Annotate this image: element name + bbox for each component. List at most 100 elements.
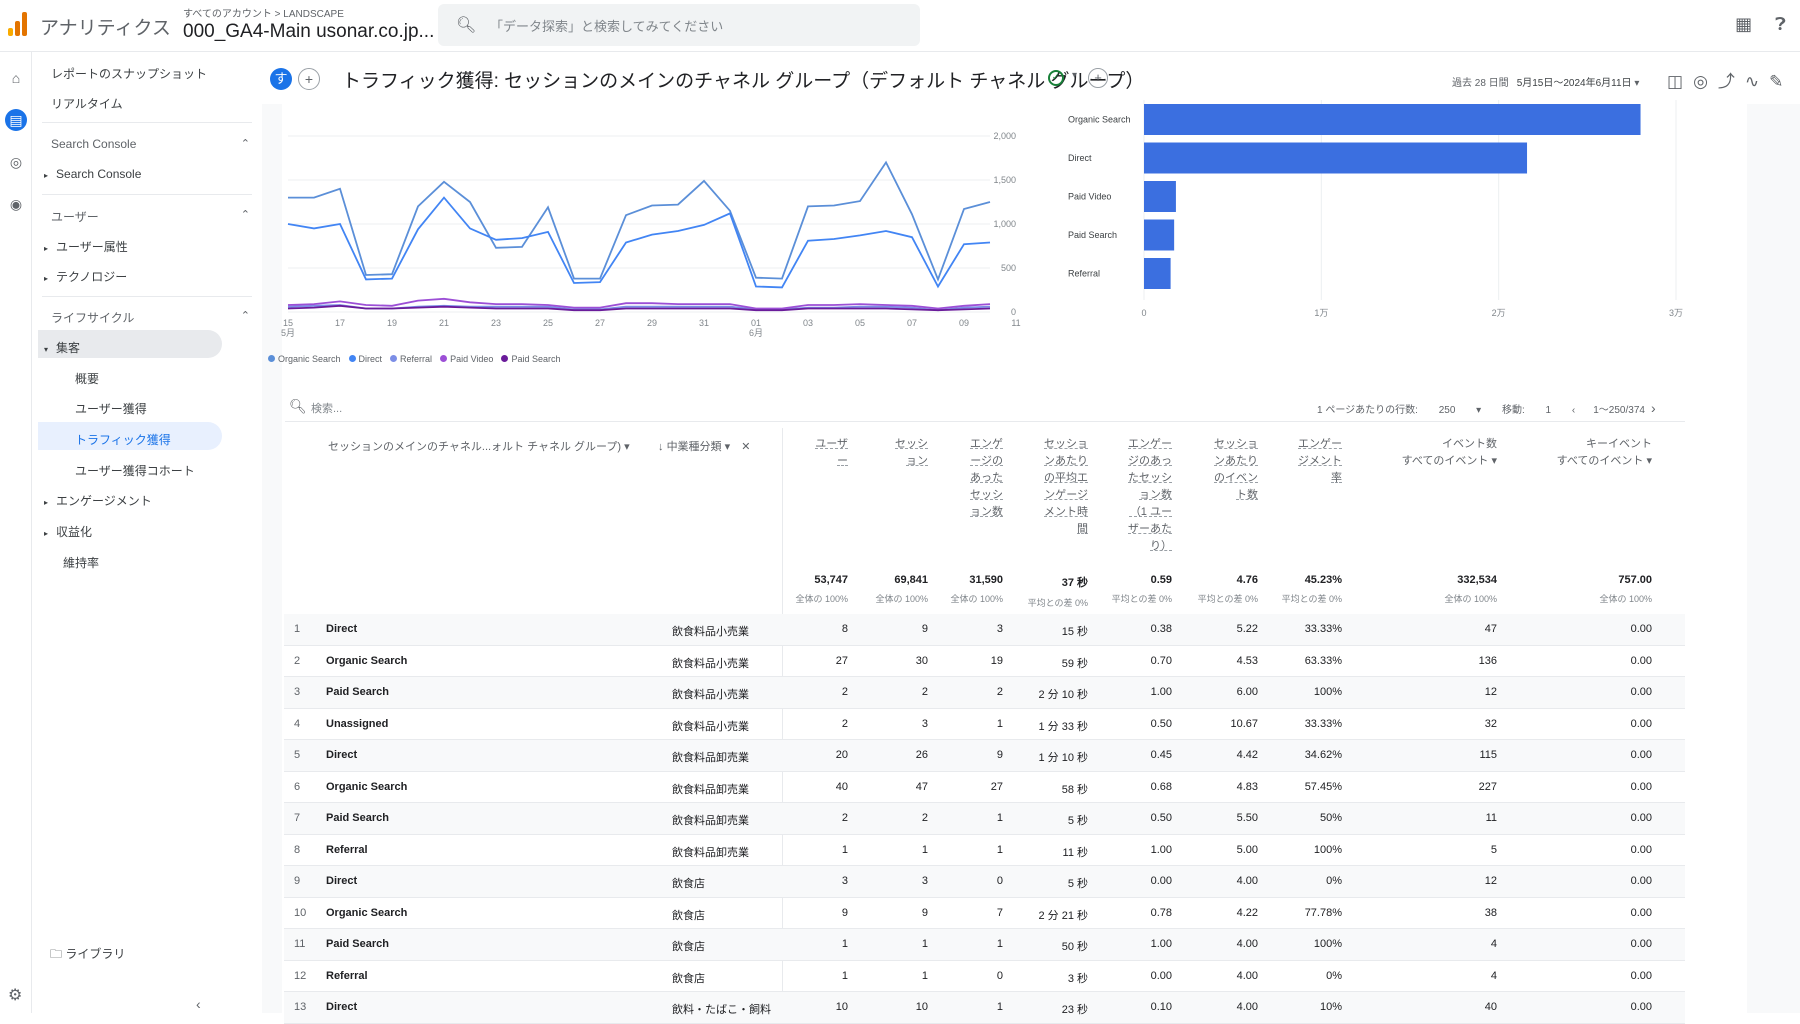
prev-page-icon[interactable]: ‹ [1571,405,1576,416]
trend-icon[interactable]: ∿ [1744,72,1760,91]
search-input[interactable]: 🔍︎ 「データ探索」と検索してみてください [438,4,920,46]
table-row[interactable]: 5 Direct 飲食料品卸売業 20 26 9 1 分 10 秒 0.45 4.42 34.62… [284,740,1685,772]
metric-header[interactable]: エンゲー ジメント率 [1286,436,1342,488]
add-filter-icon[interactable]: + [1088,68,1108,88]
chevron-up-icon[interactable]: ⌃ [240,310,250,322]
row-metric-value: 47 [915,780,928,793]
nav-item-acquisition[interactable]: ▾ 集客 [44,339,80,356]
add-comparison-icon[interactable]: + [298,68,320,90]
table-row[interactable]: 10 Organic Search 飲食店 9 9 7 2 分 21 秒 0.78 4.22 77… [284,898,1685,929]
table-row[interactable]: 11 Paid Search 飲食店 1 1 1 50 秒 1.00 4.00 100% 4 0.00 [284,929,1685,961]
comparison-badge[interactable]: す [270,68,292,90]
admin-gear-icon[interactable]: ⚙︎ [8,987,23,1004]
metric-header-label: ユーザ [815,438,848,450]
nav-item-technology[interactable]: ▸ テクノロジー [44,268,127,285]
legend-item[interactable]: Paid Search [501,354,560,364]
metric-total: 4.76 平均との差 0% [1168,574,1258,605]
chevron-down-icon[interactable]: ▾ [1072,70,1078,81]
metric-header[interactable]: セッショ ンあたり のイベン ト数 [1202,436,1258,505]
library-link[interactable]: 🗀︎ ライブラリ [50,945,125,966]
row-metric-value: 34.62% [1304,749,1342,761]
x-tick-label: 1万 [1314,308,1328,318]
table-row[interactable]: 9 Direct 飲食店 3 3 0 5 秒 0.00 4.00 0% 12 0.00 [284,866,1685,898]
x-tick-label: 05 [855,318,865,328]
table-row[interactable]: 2 Organic Search 飲食料品小売業 27 30 19 59 秒 0.70 4.53… [284,646,1685,677]
nav-item-user-acquisition-cohort[interactable]: ユーザー獲得コホート [75,464,195,478]
metric-header[interactable]: セッショ ンあたり の平均エ ンゲージ メント時間 [1028,436,1088,539]
nav-section-user[interactable]: ユーザー [51,210,99,224]
metric-header[interactable]: セッシ ョン [878,436,928,471]
collapse-nav-icon[interactable]: ‹ [196,996,201,1012]
nav-snapshot[interactable]: レポートのスナップショット [51,67,208,81]
account-picker[interactable]: すべてのアカウント > LANDSCAPE 000_GA4-Main usona… [183,5,445,43]
dimension-1-header[interactable]: セッションのメインのチャネル...ォルト チャネル グループ) ▾ [328,438,630,454]
nav-section-search-console[interactable]: Search Console [51,137,137,151]
table-row[interactable]: 12 Referral 飲食店 1 1 0 3 秒 0.00 4.00 0% 4 0.00 [284,961,1685,992]
table-row[interactable]: 4 Unassigned 飲食料品小売業 2 3 1 1 分 33 秒 0.50 10.67 33… [284,709,1685,740]
nav-item-engagement[interactable]: ▸ エンゲージメント [44,492,152,509]
goto-input[interactable]: 1 [1545,405,1552,416]
row-metric-value: 0.38 [1150,623,1172,635]
apps-grid-icon[interactable]: ▦ [1735,14,1753,34]
home-icon[interactable]: ⌂ [11,70,21,86]
insights-icon[interactable]: ◎ [1693,72,1708,91]
explore-icon[interactable]: ◎ [9,154,23,170]
date-label: 過去 28 日間 [1452,78,1509,89]
nav-item-overview[interactable]: 概要 [75,372,100,386]
row-metric-value: 27 [835,654,848,667]
check-circle-icon[interactable]: ✓ [1048,70,1064,86]
chevron-up-icon[interactable]: ⌃ [240,138,250,150]
nav-item-search-console[interactable]: ▸ Search Console [44,167,141,181]
x-tick-label: 31 [699,318,709,328]
table-row[interactable]: 1 Direct 飲食料品小売業 8 9 3 15 秒 0.38 5.22 33.33% 47 0.0… [284,614,1685,646]
metric-header[interactable]: キーイベント すべてのイベント ▾ [1532,436,1652,471]
table-row[interactable]: 8 Referral 飲食料品卸売業 1 1 1 11 秒 1.00 5.00 100% 5 0.00 [284,835,1685,866]
legend-dot [501,355,509,362]
x-tick-label: 3万 [1669,308,1683,318]
compare-icon[interactable]: ◫ [1667,72,1684,91]
chevron-down-icon: ▾ [624,441,630,453]
row-industry: 飲食店 [672,878,705,890]
nav-item-traffic-acquisition[interactable]: トラフィック獲得 [75,433,171,447]
legend-item[interactable]: Paid Video [440,354,493,364]
chevron-up-icon[interactable]: ⌃ [240,209,250,221]
search-icon: 🔍︎ [456,17,477,34]
metric-header[interactable]: エンゲ ージの あった セッシ ョン数 [951,436,1003,522]
dimension-2-header[interactable]: ↓ 中業種分類 ▾ ✕ [658,438,750,454]
analytics-logo-icon[interactable] [8,12,28,36]
table-row[interactable]: 6 Organic Search 飲食料品卸売業 40 47 27 58 秒 0.68 4.83… [284,772,1685,803]
share-icon[interactable]: ⤴ [1717,72,1735,91]
nav-realtime[interactable]: リアルタイム [51,97,123,111]
advertising-icon[interactable]: ◉ [9,196,23,212]
metric-header-label: エンゲー [1298,438,1342,450]
table-search-input[interactable]: 検索... [311,403,343,415]
next-page-icon[interactable]: › [1650,400,1656,416]
row-metric-value: 4.42 [1236,749,1258,761]
rows-per-page-select[interactable]: 250 ▾ [1438,405,1482,416]
remove-dimension-icon[interactable]: ✕ [741,441,751,453]
row-metric-value: 4 [1490,969,1497,982]
legend-item[interactable]: Organic Search [268,354,341,364]
nav-item-retention[interactable]: 維持率 [63,556,100,570]
table-row[interactable]: 3 Paid Search 飲食料品小売業 2 2 2 2 分 10 秒 1.00 6.00 10… [284,677,1685,709]
edit-icon[interactable]: ✎ [1769,72,1784,91]
metric-header[interactable]: イベント数 すべてのイベント ▾ [1377,436,1497,471]
row-metric-value: 4.00 [1236,1001,1258,1013]
row-number: 1 [294,623,301,635]
reports-icon[interactable]: ▤ [5,109,27,131]
legend-item[interactable]: Referral [390,354,432,364]
nav-item-monetization[interactable]: ▸ 収益化 [44,523,92,540]
date-range-picker[interactable]: 過去 28 日間 5月15日～2024年6月11日 ▾ [1452,74,1639,89]
metric-header[interactable]: エンゲー ジのあっ たセッシ ョン数 （1 ユー ザーあた り） [1112,436,1172,556]
metric-total: 45.23% 平均との差 0% [1252,574,1342,605]
nav-item-user-attributes[interactable]: ▸ ユーザー属性 [44,238,128,255]
legend-item[interactable]: Direct [348,354,382,364]
help-icon[interactable]: ❓︎ [1775,14,1786,34]
metric-total-value: 332,534 [1457,574,1497,586]
metric-header[interactable]: ユーザー [798,436,848,471]
row-number: 10 [294,906,307,919]
table-row[interactable]: 7 Paid Search 飲食料品卸売業 2 2 1 5 秒 0.50 5.50 50% 11 0.… [284,803,1685,835]
nav-section-lifecycle[interactable]: ライフサイクル [51,311,135,325]
table-row[interactable]: 13 Direct 飲料・たばこ・飼料 10 10 1 23 秒 0.10 4.00 10% 40 0… [284,992,1685,1024]
nav-item-user-acquisition[interactable]: ユーザー獲得 [75,402,147,416]
